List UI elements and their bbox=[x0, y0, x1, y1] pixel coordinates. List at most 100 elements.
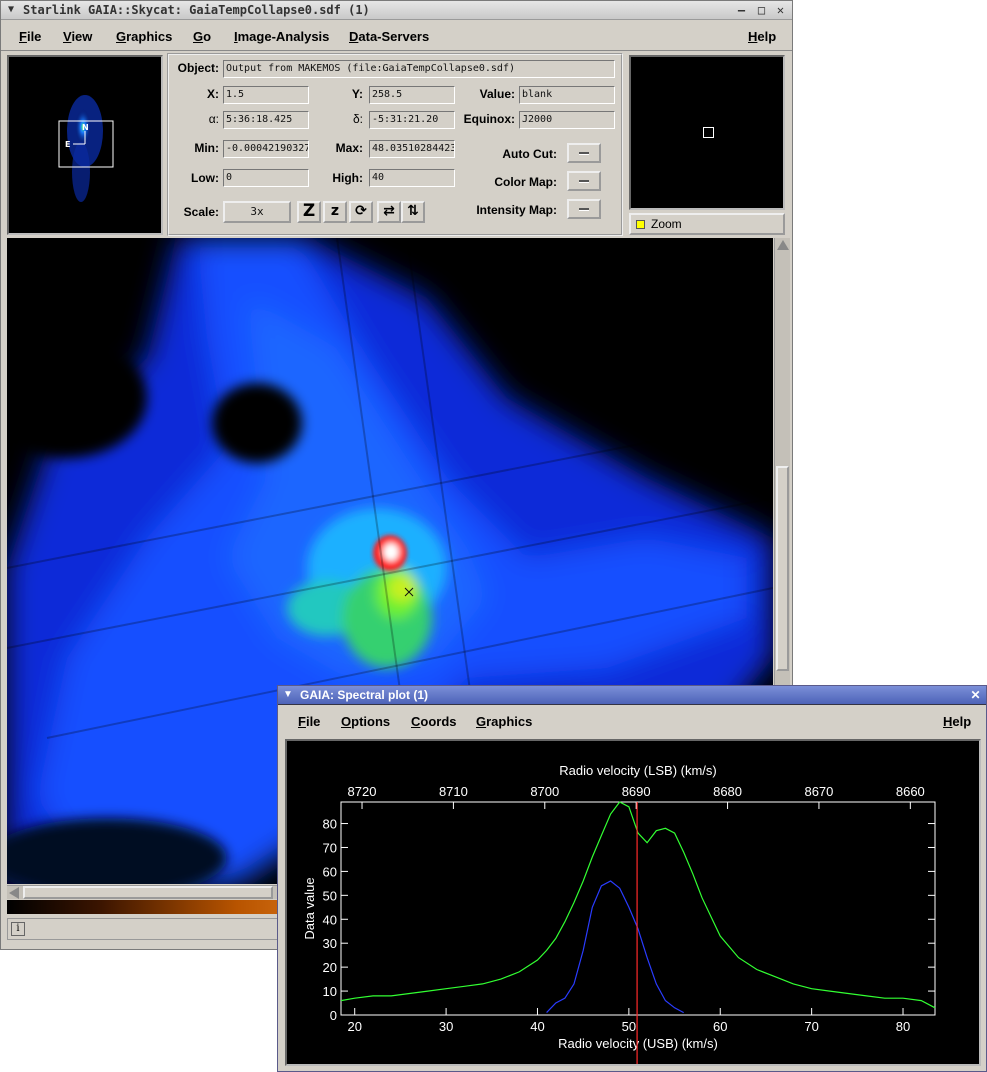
rotate-button[interactable]: ⟳ bbox=[349, 201, 373, 223]
x2-tick-label: 8670 bbox=[804, 784, 833, 799]
window-menu-icon[interactable]: ▼ bbox=[7, 4, 15, 15]
value-field[interactable]: blank bbox=[519, 86, 615, 104]
zoom-toggle[interactable]: Zoom bbox=[629, 213, 785, 235]
info-icon[interactable]: i bbox=[11, 922, 25, 936]
value-label: Value: bbox=[479, 87, 515, 101]
spectrum-line-green bbox=[340, 801, 936, 1009]
plot-frame bbox=[340, 801, 936, 1016]
plot-window-title: GAIA: Spectral plot (1) bbox=[300, 688, 429, 702]
y-tick-label: 80 bbox=[323, 817, 337, 832]
flip-x-button[interactable]: ⇄ bbox=[377, 201, 401, 223]
plot-menu-options[interactable]: Options bbox=[341, 714, 391, 729]
menu-image-analysis[interactable]: Image-Analysis bbox=[234, 29, 330, 44]
intensity-map-label: Intensity Map: bbox=[476, 203, 557, 217]
dec-field[interactable]: -5:31:21.20 bbox=[369, 111, 455, 129]
high-label: High: bbox=[332, 171, 363, 185]
y-axis-title: Data value bbox=[302, 877, 317, 939]
zoom-checkbox[interactable] bbox=[636, 220, 645, 229]
intensity-map-menu-button[interactable] bbox=[567, 199, 601, 219]
menu-file[interactable]: File bbox=[19, 29, 42, 44]
zoom-cursor-box bbox=[703, 127, 714, 138]
x-tick-label: 70 bbox=[804, 1019, 818, 1034]
vertical-scroll-thumb[interactable] bbox=[776, 466, 789, 671]
y-tick-label: 40 bbox=[323, 912, 337, 927]
x2-tick-label: 8680 bbox=[713, 784, 742, 799]
x-tick-label: 40 bbox=[530, 1019, 544, 1034]
scroll-left-arrow-icon[interactable] bbox=[9, 887, 19, 899]
x2-tick-label: 8720 bbox=[348, 784, 377, 799]
x-label: X: bbox=[207, 87, 219, 101]
pan-view-rectangle bbox=[58, 120, 114, 168]
high-field[interactable]: 40 bbox=[369, 169, 455, 187]
spectral-plot-canvas[interactable]: Radio velocity (LSB) (km/s) Radio veloci… bbox=[285, 739, 981, 1066]
menu-data-servers[interactable]: Data-Servers bbox=[349, 29, 430, 44]
menu-view[interactable]: View bbox=[63, 29, 93, 44]
x-tick-label: 80 bbox=[896, 1019, 910, 1034]
auto-cut-label: Auto Cut: bbox=[502, 147, 557, 161]
close-icon[interactable]: ✕ bbox=[776, 3, 785, 17]
dec-label: δ: bbox=[352, 112, 363, 126]
plot-close-icon[interactable]: ✕ bbox=[970, 688, 981, 702]
flip-y-button[interactable]: ⇅ bbox=[401, 201, 425, 223]
zoom-in-button[interactable]: Z bbox=[297, 201, 321, 223]
cursor-cross-icon bbox=[404, 587, 414, 597]
y-tick-label: 30 bbox=[323, 936, 337, 951]
plot-titlebar[interactable]: ▼ GAIA: Spectral plot (1) ✕ bbox=[278, 686, 986, 705]
scale-value: 3x bbox=[250, 205, 264, 218]
scale-menu-button[interactable]: 3x bbox=[223, 201, 291, 223]
object-field[interactable]: Output from MAKEMOS (file:GaiaTempCollap… bbox=[223, 60, 615, 78]
plot-menubar: File Options Coords Graphics Help bbox=[278, 706, 986, 736]
compass-east: E bbox=[65, 140, 70, 149]
max-label: Max: bbox=[335, 141, 363, 155]
spectral-plot-window: ▼ GAIA: Spectral plot (1) ✕ File Options… bbox=[277, 685, 987, 1072]
compass-north: N bbox=[82, 123, 89, 132]
scroll-up-arrow-icon[interactable] bbox=[777, 240, 789, 250]
plot-menu-graphics[interactable]: Graphics bbox=[476, 714, 533, 729]
zoom-out-button[interactable]: z bbox=[323, 201, 347, 223]
menu-graphics[interactable]: Graphics bbox=[116, 29, 173, 44]
y-tick-label: 60 bbox=[323, 864, 337, 879]
plot-menu-help[interactable]: Help bbox=[943, 714, 972, 729]
equinox-label: Equinox: bbox=[463, 112, 515, 126]
zoom-label: Zoom bbox=[651, 217, 682, 231]
spectral-plot: Radio velocity (LSB) (km/s) Radio veloci… bbox=[302, 763, 936, 1064]
main-titlebar[interactable]: ▼ Starlink GAIA::Skycat: GaiaTempCollaps… bbox=[1, 1, 792, 20]
horizontal-scroll-thumb[interactable] bbox=[23, 886, 273, 899]
top-axis-title: Radio velocity (LSB) (km/s) bbox=[559, 763, 716, 778]
ra-label: α: bbox=[208, 112, 219, 126]
low-field[interactable]: 0 bbox=[223, 169, 309, 187]
y-tick-label: 10 bbox=[323, 984, 337, 999]
x-field[interactable]: 1.5 bbox=[223, 86, 309, 104]
menu-go[interactable]: Go bbox=[193, 29, 212, 44]
x2-tick-label: 8710 bbox=[439, 784, 468, 799]
color-map-menu-button[interactable] bbox=[567, 171, 601, 191]
bottom-axis-title: Radio velocity (USB) (km/s) bbox=[558, 1036, 718, 1051]
x2-tick-label: 8690 bbox=[622, 784, 651, 799]
ra-field[interactable]: 5:36:18.425 bbox=[223, 111, 309, 129]
equinox-field[interactable]: J2000 bbox=[519, 111, 615, 129]
spectrum-line-blue bbox=[546, 880, 684, 1014]
min-label: Min: bbox=[194, 141, 219, 155]
object-label: Object: bbox=[177, 61, 219, 75]
plot-window-menu-icon[interactable]: ▼ bbox=[283, 689, 293, 700]
y-label: Y: bbox=[351, 87, 363, 101]
x2-tick-label: 8700 bbox=[530, 784, 559, 799]
x-tick-label: 20 bbox=[347, 1019, 361, 1034]
window-title: Starlink GAIA::Skycat: GaiaTempCollapse0… bbox=[23, 3, 370, 17]
maximize-icon[interactable]: □ bbox=[757, 3, 766, 17]
x-tick-label: 30 bbox=[439, 1019, 453, 1034]
min-field[interactable]: -0.00042190327 bbox=[223, 140, 309, 158]
menu-help[interactable]: Help bbox=[748, 29, 777, 44]
plot-menu-coords[interactable]: Coords bbox=[411, 714, 457, 729]
main-menubar: File View Graphics Go Image-Analysis Dat… bbox=[1, 21, 792, 51]
y-tick-label: 70 bbox=[323, 840, 337, 855]
plot-menu-file[interactable]: File bbox=[298, 714, 321, 729]
y-field[interactable]: 258.5 bbox=[369, 86, 455, 104]
auto-cut-menu-button[interactable] bbox=[567, 143, 601, 163]
max-field[interactable]: 48.03510284423 bbox=[369, 140, 455, 158]
minimize-icon[interactable]: ‒ bbox=[737, 3, 746, 17]
y-tick-label: 50 bbox=[323, 888, 337, 903]
scale-label: Scale: bbox=[183, 205, 219, 219]
x-tick-label: 60 bbox=[713, 1019, 727, 1034]
pan-window[interactable]: N E bbox=[7, 55, 163, 235]
